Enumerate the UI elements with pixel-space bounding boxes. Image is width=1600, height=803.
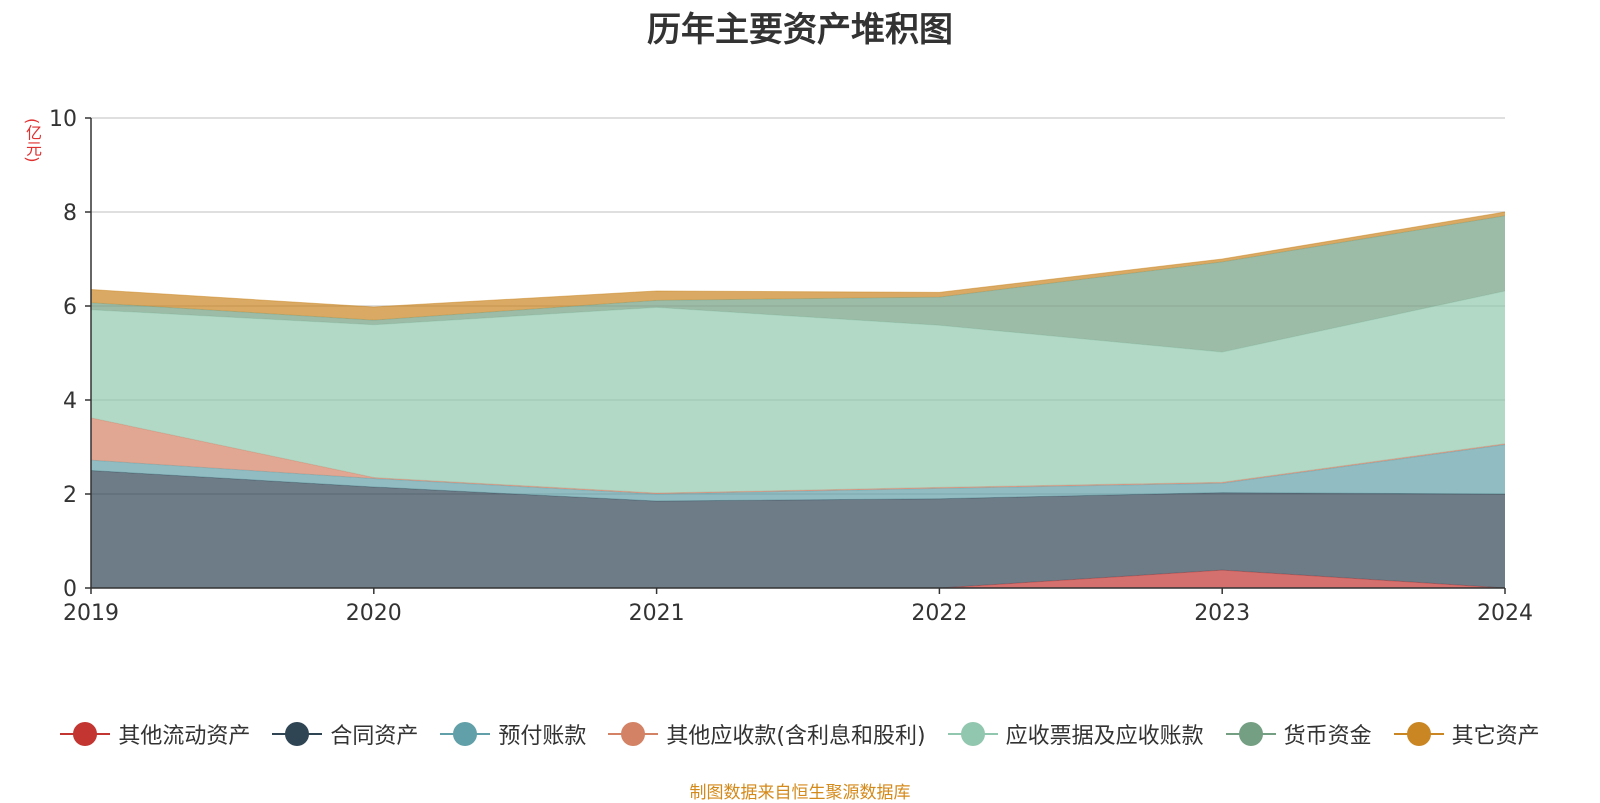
legend-label: 应收票据及应收账款 [1005, 724, 1204, 749]
y-tick-label: 6 [63, 295, 77, 320]
x-tick-label: 2023 [1194, 601, 1250, 626]
y-axis-unit-label: (亿元) [23, 118, 42, 163]
area-series-1 [91, 570, 1505, 588]
area-series-3 [91, 444, 1505, 502]
x-tick-label: 2021 [629, 601, 685, 626]
area-series-7 [91, 212, 1505, 321]
legend-label: 其它资产 [1451, 724, 1540, 749]
legend-item[interactable]: 货币资金 [1225, 718, 1372, 750]
legend-marker-icon [440, 721, 491, 747]
legend-item[interactable]: 其它资产 [1393, 718, 1540, 750]
x-tick-label: 2020 [346, 601, 402, 626]
chart-legend: 其他流动资产 合同资产 预付账款 其他应收款(含利息和股利) 应收票据及应收账款 货币资金… [0, 718, 1600, 750]
y-tick-label: 8 [63, 201, 77, 226]
y-tick-label: 0 [63, 577, 77, 602]
legend-label: 预付账款 [498, 724, 587, 749]
chart-title: 历年主要资产堆积图 [647, 10, 953, 50]
legend-label: 其他流动资产 [118, 724, 251, 749]
legend-label: 其他应收款(含利息和股利) [666, 724, 926, 749]
legend-item[interactable]: 其他应收款(含利息和股利) [608, 718, 926, 750]
legend-marker-icon [1225, 721, 1276, 747]
y-tick-label: 4 [63, 389, 77, 414]
y-tick-label: 10 [49, 107, 77, 132]
legend-item[interactable]: 其他流动资产 [60, 718, 250, 750]
legend-item[interactable]: 预付账款 [440, 718, 586, 750]
area-series-line-7 [90, 211, 1506, 308]
y-tick-label: 2 [63, 483, 77, 508]
legend-item[interactable]: 应收票据及应收账款 [947, 718, 1204, 750]
legend-label: 合同资产 [330, 724, 419, 749]
legend-marker-icon [1393, 721, 1444, 747]
legend-marker-icon [272, 721, 323, 747]
area-series-6 [91, 215, 1505, 353]
area-series-2 [91, 470, 1505, 588]
area-series-5 [91, 290, 1505, 494]
data-source-note: 制图数据来自恒生聚源数据库 [689, 783, 911, 803]
legend-marker-icon [60, 721, 111, 747]
stacked-area-chart: 0 2 4 6 8 10 2019 2020 2021 2022 2023 2024 [49, 107, 1533, 626]
legend-marker-icon [947, 721, 998, 747]
legend-item[interactable]: 合同资产 [272, 718, 418, 750]
legend-marker-icon [608, 721, 659, 747]
x-tick-label: 2019 [63, 601, 119, 626]
legend-label: 货币资金 [1283, 724, 1372, 749]
x-tick-label: 2022 [911, 601, 967, 626]
x-tick-label: 2024 [1477, 601, 1533, 626]
